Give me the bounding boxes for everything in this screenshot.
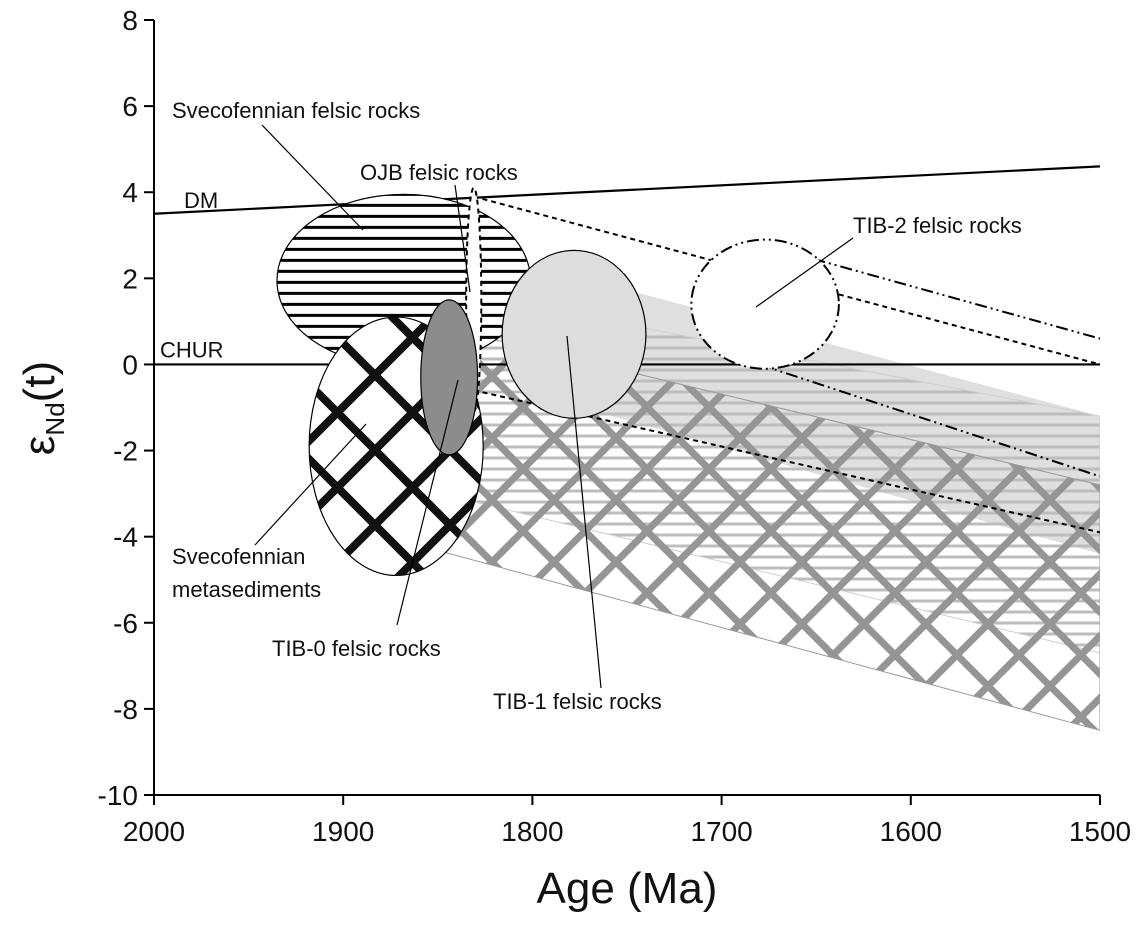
x-tick-label: 1700 — [690, 816, 752, 847]
field-tib0-felsic — [420, 299, 479, 456]
y-tick-label: -2 — [113, 436, 138, 467]
label-tib2-felsic: TIB-2 felsic rocks — [853, 213, 1022, 238]
ref-line-dm — [153, 165, 1101, 215]
x-tick-label: 2000 — [123, 816, 185, 847]
y-tick-label: -4 — [113, 522, 138, 553]
band-tib1 — [551, 269, 1100, 554]
ref-label-dm: DM — [184, 188, 218, 213]
x-tick-label: 1800 — [501, 816, 563, 847]
label-tib0-felsic: TIB-0 felsic rocks — [272, 636, 441, 661]
ref-label-chur: CHUR — [160, 337, 224, 362]
leader-ojb-felsic — [454, 184, 471, 293]
x-tick-label: 1500 — [1069, 816, 1131, 847]
label-svecofennian-metasediments-2: metasediments — [172, 577, 321, 602]
y-tick-label: 6 — [122, 91, 138, 122]
y-axis-title: εNd(t) — [15, 361, 70, 455]
y-tick-label: 0 — [122, 349, 138, 380]
y-axis-title-sub: Nd — [40, 402, 70, 435]
isotope-fields — [276, 186, 840, 577]
field-tib1-felsic — [501, 249, 647, 419]
annotations: Svecofennian felsic rocks OJB felsic roc… — [172, 98, 1022, 714]
evolution-bands — [418, 195, 1100, 731]
y-tick-label: -6 — [113, 608, 138, 639]
y-tick-label: 4 — [122, 177, 138, 208]
y-tick-label: -10 — [98, 780, 138, 811]
label-svecofennian-felsic: Svecofennian felsic rocks — [172, 98, 420, 123]
leader-svecofennian-metasediments — [254, 423, 367, 546]
leader-tib0-felsic — [396, 379, 459, 626]
y-ticks: 8 6 4 2 0 -2 -4 -6 -8 -10 — [98, 5, 154, 811]
y-tick-label: -8 — [113, 694, 138, 725]
band-tib2-lower — [759, 363, 1100, 478]
label-tib1-felsic: TIB-1 felsic rocks — [493, 689, 662, 714]
svg-text:εNd(t): εNd(t) — [15, 361, 70, 455]
x-axis-title: Age (Ma) — [537, 864, 718, 913]
x-tick-label: 1900 — [312, 816, 374, 847]
label-ojb-felsic: OJB felsic rocks — [360, 160, 518, 185]
y-tick-label: 2 — [122, 263, 138, 294]
axes — [153, 20, 1100, 796]
field-svecofennian-metasediments — [308, 316, 484, 577]
band-ojb-lower — [473, 389, 1100, 534]
x-tick-label: 1600 — [880, 816, 942, 847]
label-svecofennian-metasediments-1: Svecofennian — [172, 544, 305, 569]
leader-tib1-felsic — [566, 335, 602, 689]
field-tib2-felsic — [690, 238, 840, 370]
leader-tib2-felsic — [755, 237, 854, 308]
y-axis-title-main: ε — [15, 436, 64, 456]
y-axis-title-tail: (t) — [15, 361, 64, 403]
y-tick-label: 8 — [122, 5, 138, 36]
x-ticks: 2000 1900 1800 1700 1600 1500 — [123, 795, 1131, 847]
leader-svecofennian-felsic — [261, 124, 364, 231]
